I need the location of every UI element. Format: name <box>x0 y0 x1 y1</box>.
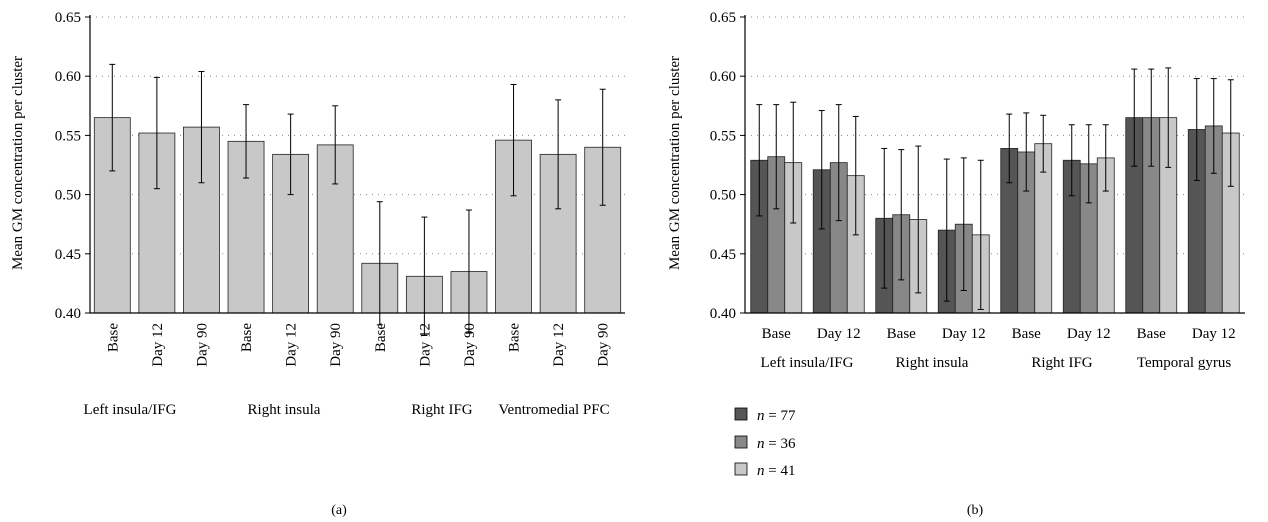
panel-a-x-tick-label: Base <box>507 323 523 353</box>
panel-a: Mean GM concentration per cluster Left i… <box>10 10 625 518</box>
panel-b-x-tick-label: Base <box>887 326 917 342</box>
panel-b-y-tick-label: 0.65 <box>710 10 736 26</box>
panel-b-y-tick-label: 0.50 <box>710 188 736 204</box>
legend-swatch-2 <box>734 435 748 449</box>
panel-a-y-axis-label: Mean GM concentration per cluster <box>10 56 26 270</box>
legend-var-3: n <box>757 463 765 479</box>
panel-a-group-label-1: Left insula/IFG <box>84 402 177 418</box>
panel-b-y-tick-label: 0.45 <box>710 247 736 263</box>
panel-b-y-tick-label: 0.60 <box>710 69 736 85</box>
panel-b-x-tick-label: Base <box>1137 326 1167 342</box>
panel-b-x-tick-label: Day 12 <box>942 326 986 342</box>
panel-a-group-label-2: Right insula <box>248 402 321 418</box>
panel-b-x-tick-label: Day 12 <box>1067 326 1111 342</box>
legend-value-1: = 77 <box>768 408 796 424</box>
panel-b-group-label-1: Left insula/IFG <box>761 355 854 371</box>
panel-a-y-tick-label: 0.60 <box>55 69 81 85</box>
panel-b-y-tick-label: 0.40 <box>710 306 736 322</box>
legend-item-2: n = 36 <box>734 435 796 452</box>
panel-b-caption: (b) <box>967 503 984 518</box>
panel-a-x-tick-label: Day 90 <box>596 323 612 367</box>
panel-a-x-tick-label: Day 90 <box>194 323 210 367</box>
legend-var-2: n <box>757 436 765 452</box>
panel-a-y-tick-label: 0.50 <box>55 188 81 204</box>
panel-a-x-tick-label: Day 12 <box>284 323 300 367</box>
panel-b-x-tick-label: Base <box>1012 326 1042 342</box>
panel-b-x-tick-label: Day 12 <box>1192 326 1236 342</box>
legend-swatch-3 <box>734 462 748 476</box>
panel-a-x-tick-label: Day 12 <box>417 323 433 367</box>
panel-a-x-tick-label: Base <box>105 323 121 353</box>
legend-item-1: n = 77 <box>734 407 796 424</box>
panel-b-legend: n = 77 n = 36 n = 41 <box>734 407 796 479</box>
panel-a-caption: (a) <box>331 503 347 518</box>
panel-b-y-axis-label: Mean GM concentration per cluster <box>667 56 683 270</box>
panel-b-group-label-3: Right IFG <box>1031 355 1092 371</box>
panel-a-x-tick-label: Day 90 <box>328 323 344 367</box>
panel-b-x-tick-label: Base <box>762 326 792 342</box>
panel-a-x-tick-label: Day 90 <box>462 323 478 367</box>
panel-b-group-label-2: Right insula <box>896 355 969 371</box>
panel-a-group-label-4: Ventromedial PFC <box>498 402 609 418</box>
panel-a-y-tick-label: 0.65 <box>55 10 81 26</box>
panel-b-y-tick-label: 0.55 <box>710 128 736 144</box>
panel-a-y-tick-label: 0.40 <box>55 306 81 322</box>
legend-swatch-1 <box>734 407 748 421</box>
legend-item-3: n = 41 <box>734 462 795 479</box>
panel-b: Mean GM concentration per cluster Left i… <box>667 10 1245 518</box>
panel-a-x-tick-label: Day 12 <box>150 323 166 367</box>
panel-b-x-tick-label: Day 12 <box>817 326 861 342</box>
legend-value-3: = 41 <box>768 463 795 479</box>
svg-text:n = 41: n = 41 <box>757 463 795 479</box>
legend-var-1: n <box>757 408 765 424</box>
panel-a-group-label-3: Right IFG <box>411 402 472 418</box>
svg-text:n = 36: n = 36 <box>757 436 796 452</box>
panel-b-group-label-4: Temporal gyrus <box>1137 355 1232 371</box>
panel-a-y-tick-label: 0.45 <box>55 247 81 263</box>
panel-a-x-tick-label: Base <box>239 323 255 353</box>
svg-text:n = 77: n = 77 <box>757 408 796 424</box>
panel-a-x-tick-label: Base <box>373 323 389 353</box>
panel-a-y-tick-label: 0.55 <box>55 128 81 144</box>
legend-value-2: = 36 <box>768 436 796 452</box>
panel-a-x-tick-label: Day 12 <box>551 323 567 367</box>
